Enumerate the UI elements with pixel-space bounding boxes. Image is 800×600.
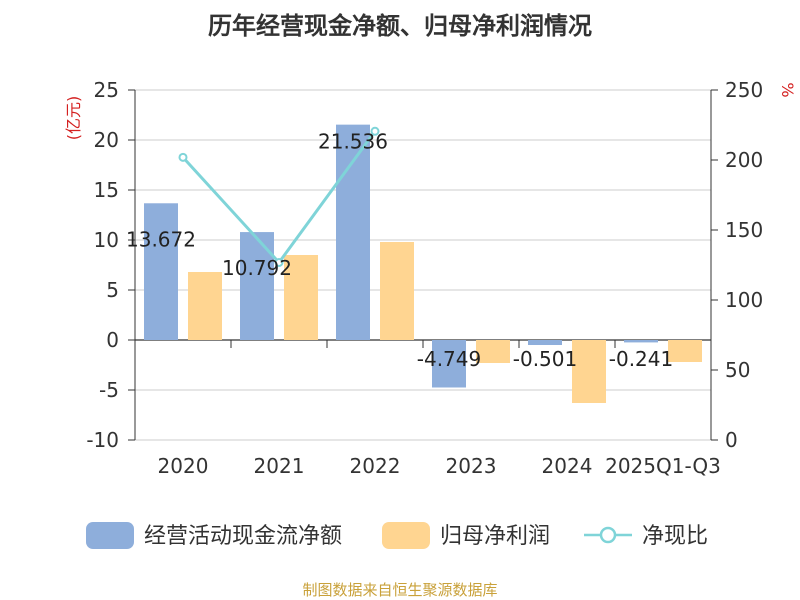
y-left-tick-label: 20 (94, 128, 119, 152)
bar-data-label: -0.241 (609, 347, 673, 371)
legend: 经营活动现金流净额 归母净利润 净现比 (86, 522, 708, 549)
x-tick-label: 2022 (350, 454, 401, 478)
y-right-tick-label: 200 (725, 148, 763, 172)
line-series (178, 126, 380, 267)
y-right-tick-label: 0 (725, 428, 738, 452)
line-point (274, 257, 284, 267)
y-left-axis-label: (亿元) (64, 96, 83, 141)
y-left-tick-label: 25 (94, 78, 119, 102)
y-right-tick-label: 250 (725, 78, 763, 102)
bar-cashflow (336, 124, 370, 340)
legend-swatch (86, 522, 134, 549)
bar-net-profit (476, 340, 510, 363)
bar-data-label: -0.501 (513, 347, 577, 371)
bar-net-profit (188, 272, 222, 340)
legend-swatch-marker (599, 526, 617, 544)
bar-data-label: 21.536 (318, 130, 388, 154)
y-left-tick-label: 15 (94, 178, 119, 202)
legend-label: 净现比 (642, 524, 708, 549)
y-right-axis-label: % (778, 82, 797, 97)
chart-title: 历年经营现金净额、归母净利润情况 (208, 12, 592, 40)
bar-cashflow (624, 340, 658, 343)
source-note: 制图数据来自恒生聚源数据库 (302, 581, 498, 599)
y-left-tick-label: -5 (99, 378, 119, 402)
legend-label: 归母净利润 (440, 524, 550, 549)
y-right-tick-label: 100 (725, 288, 763, 312)
bar-data-label: -4.749 (417, 347, 481, 371)
x-tick-label: 2023 (446, 454, 497, 478)
bar-cashflow (240, 232, 274, 340)
legend-swatch (382, 522, 430, 549)
y-left-tick-label: 5 (106, 278, 119, 302)
bar-net-profit (284, 255, 318, 340)
x-tick-label: 2021 (254, 454, 305, 478)
line-point (370, 126, 380, 136)
y-right-tick-label: 50 (725, 358, 750, 382)
x-tick-label: 2024 (542, 454, 593, 478)
bar-cashflow (144, 203, 178, 340)
bar-net-profit (572, 340, 606, 403)
legend-label: 经营活动现金流净额 (144, 524, 342, 549)
data-labels: 13.672 10.792 21.536 -4.749 -0.501 -0.241 (126, 130, 673, 371)
x-tick-label: 2020 (158, 454, 209, 478)
bar-data-label: 13.672 (126, 227, 196, 251)
y-right-tick-label: 150 (725, 218, 763, 242)
line-point (178, 152, 188, 162)
bar-data-label: 10.792 (222, 256, 292, 280)
y-left-tick-label: 10 (94, 228, 119, 252)
bar-net-profit (380, 242, 414, 340)
bar-net-profit (668, 340, 702, 362)
y-left-tick-label: 0 (106, 328, 119, 352)
y-left-tick-label: -10 (86, 428, 119, 452)
bar-cashflow (528, 340, 562, 346)
bar-series (144, 124, 702, 403)
bar-cashflow (432, 340, 466, 388)
x-tick-label: 2025Q1-Q3 (605, 454, 721, 478)
